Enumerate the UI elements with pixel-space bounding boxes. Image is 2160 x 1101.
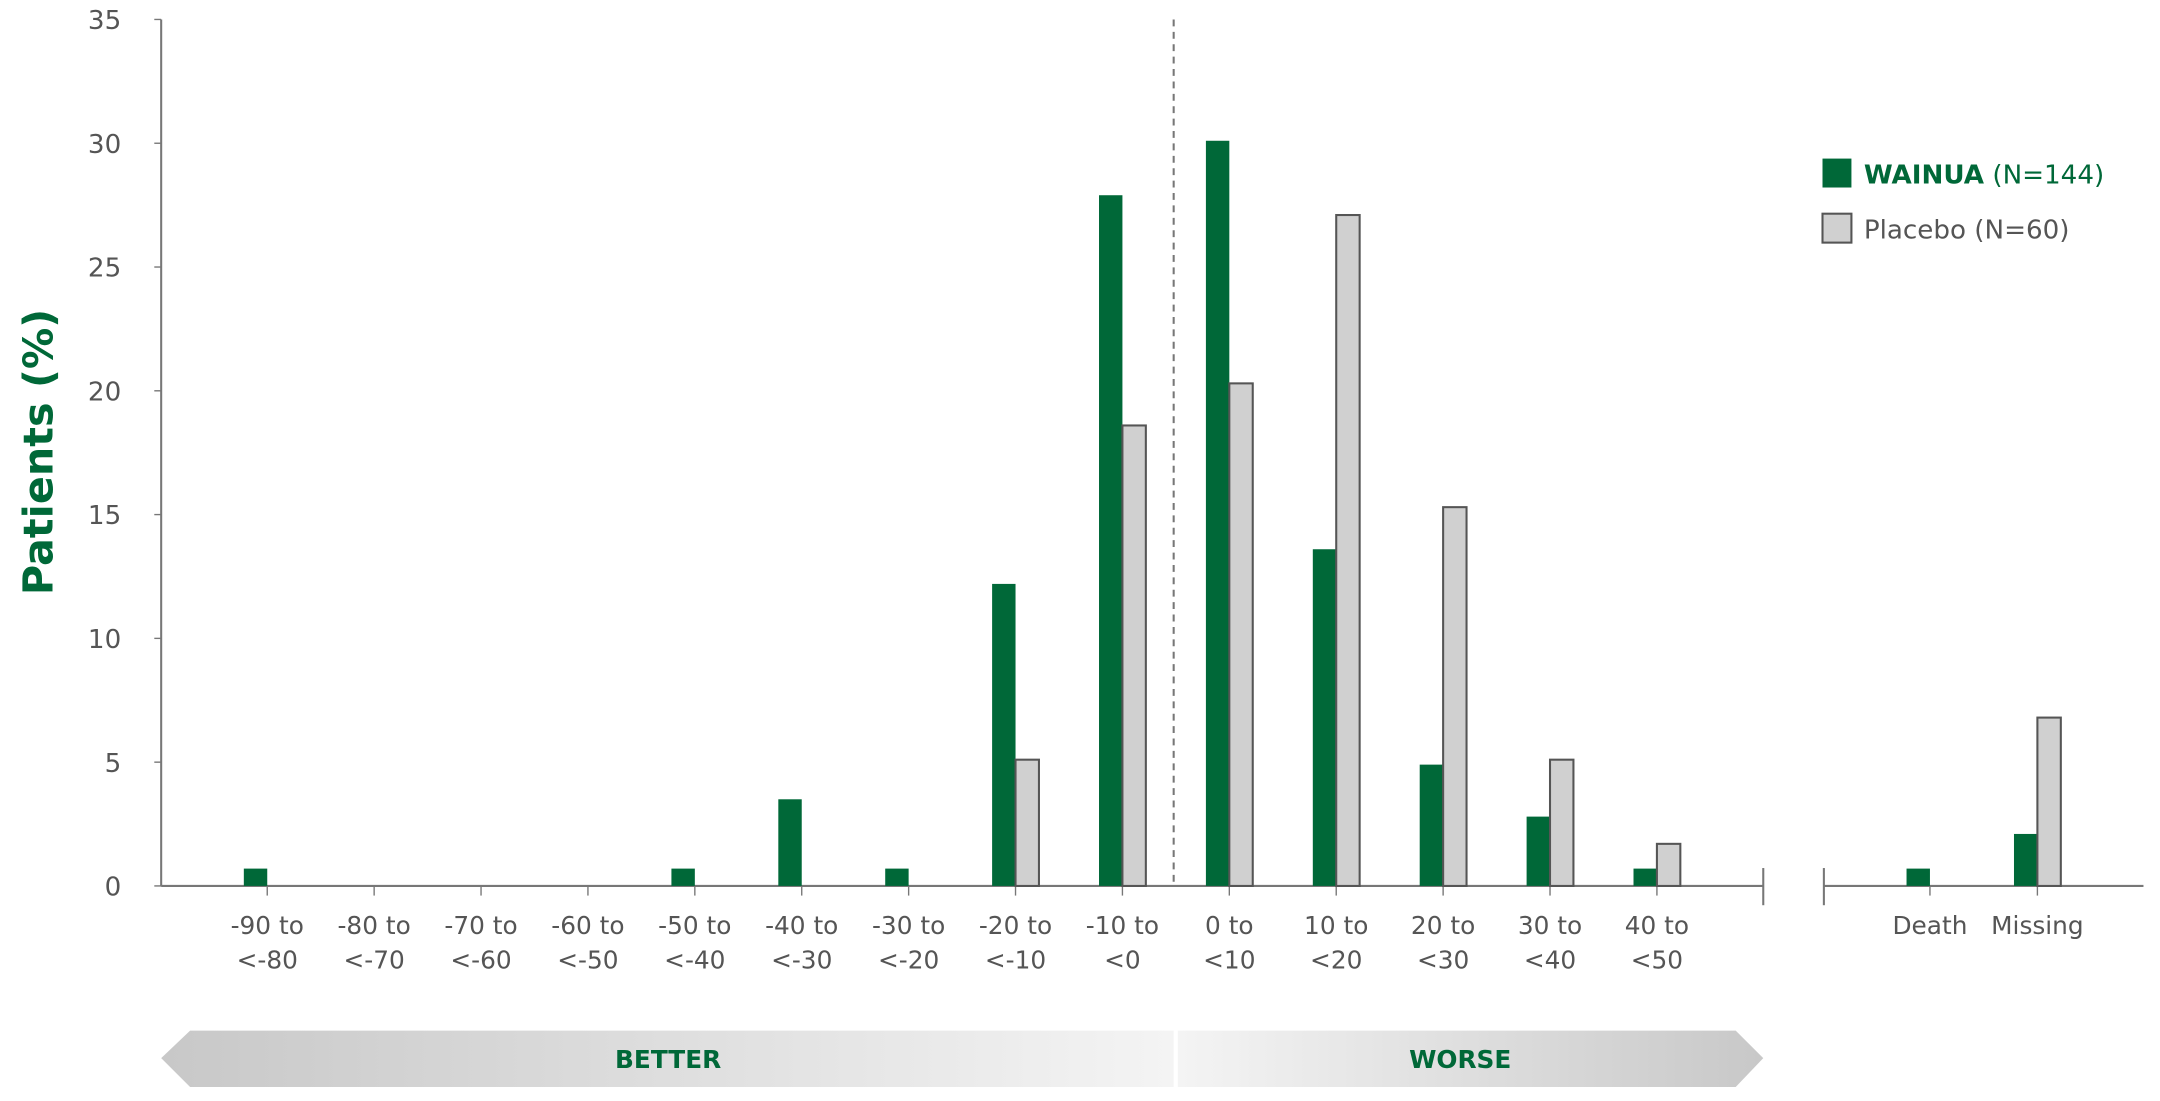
- bar: [1419, 764, 1444, 886]
- x-tick-label: -90 to <-80: [230, 912, 304, 976]
- y-tick-label: 10: [88, 625, 121, 655]
- x-tick-label-box: -90 to <-80: [230, 912, 304, 976]
- bar: [1014, 758, 1040, 887]
- arrow-better: [161, 1030, 1174, 1088]
- bar: [1205, 140, 1230, 886]
- x-tick-label-box: -50 to <-40: [658, 912, 732, 976]
- x-tick-label: 30 to <40: [1517, 912, 1583, 976]
- legend-entry: Placebo (N=60): [1864, 215, 2070, 245]
- bar: [1633, 868, 1657, 886]
- x-tick-label-box: -30 to <-20: [871, 912, 946, 976]
- legend-count: (N=144): [1992, 160, 2104, 190]
- bar: [1655, 842, 1682, 887]
- legend-count: (N=60): [1974, 215, 2069, 245]
- bar: [778, 799, 802, 886]
- bar: [1442, 506, 1468, 887]
- y-tick-label: 20: [88, 377, 121, 407]
- y-tick-label: 35: [88, 6, 121, 36]
- x-tick-label: 20 to <30: [1410, 912, 1476, 976]
- x-tick-label-box: 30 to <40: [1517, 912, 1583, 976]
- legend-swatch: [1822, 158, 1852, 188]
- x-tick-label: -10 to <0: [1085, 912, 1160, 976]
- worse-label: WORSE: [1409, 1045, 1511, 1074]
- y-tick-label: 15: [88, 501, 121, 531]
- bar: [885, 868, 909, 886]
- x-tick-label: Death: [1892, 912, 1968, 942]
- x-tick-label-box: -10 to <0: [1085, 912, 1160, 976]
- y-tick-label: 25: [88, 254, 121, 284]
- x-tick-label: Missing: [1991, 912, 2084, 942]
- x-tick-label-box: 10 to <20: [1304, 912, 1369, 976]
- x-tick-label: -50 to <-40: [658, 912, 732, 976]
- legend-name: WAINUA: [1864, 160, 1985, 190]
- x-tick-label-box: -60 to <-50: [551, 912, 625, 976]
- y-tick-label: 5: [105, 749, 122, 779]
- x-tick-label: -30 to <-20: [871, 912, 946, 976]
- y-tick-label: 0: [105, 873, 122, 903]
- x-tick-label-box: -20 to <-10: [978, 912, 1053, 976]
- bar: [671, 868, 695, 886]
- x-tick-label: -20 to <-10: [978, 912, 1053, 976]
- bar: [1121, 424, 1147, 887]
- x-tick-label: -60 to <-50: [551, 912, 625, 976]
- x-tick-label-box: -80 to <-70: [337, 912, 411, 976]
- legend-entry: WAINUA (N=144): [1864, 160, 2104, 190]
- x-tick-label-box: Missing: [1991, 912, 2084, 942]
- bar: [1312, 549, 1337, 886]
- bar: [2013, 833, 2038, 886]
- x-tick-label: 0 to <10: [1203, 912, 1256, 976]
- x-tick-label: -80 to <-70: [337, 912, 411, 976]
- legend-swatch: [1821, 212, 1853, 244]
- x-tick-label-box: 20 to <30: [1410, 912, 1476, 976]
- bar: [243, 868, 268, 886]
- bar: [1526, 816, 1551, 886]
- x-tick-label: -40 to <-30: [765, 912, 839, 976]
- legend-name: Placebo: [1864, 215, 1966, 245]
- x-tick-label-box: 0 to <10: [1203, 912, 1256, 976]
- bar: [1099, 195, 1123, 886]
- better-label: BETTER: [615, 1045, 721, 1074]
- bar: [992, 583, 1016, 886]
- y-axis-label: Patients (%): [14, 309, 62, 595]
- bar: [1906, 868, 1930, 886]
- bar: [2036, 716, 2062, 887]
- x-tick-label-box: -40 to <-30: [765, 912, 839, 976]
- x-tick-label: -70 to <-60: [444, 912, 518, 976]
- x-tick-label: 40 to <50: [1624, 912, 1690, 976]
- x-tick-label: 10 to <20: [1304, 912, 1369, 976]
- bar: [1548, 758, 1575, 887]
- x-tick-label-box: -70 to <-60: [444, 912, 518, 976]
- bar: [1335, 213, 1361, 887]
- arrow-worse: [1177, 1030, 1764, 1088]
- x-tick-label-box: 40 to <50: [1624, 912, 1690, 976]
- bar: [1228, 382, 1254, 887]
- y-tick-label: 30: [88, 130, 121, 160]
- x-tick-label-box: Death: [1892, 912, 1968, 942]
